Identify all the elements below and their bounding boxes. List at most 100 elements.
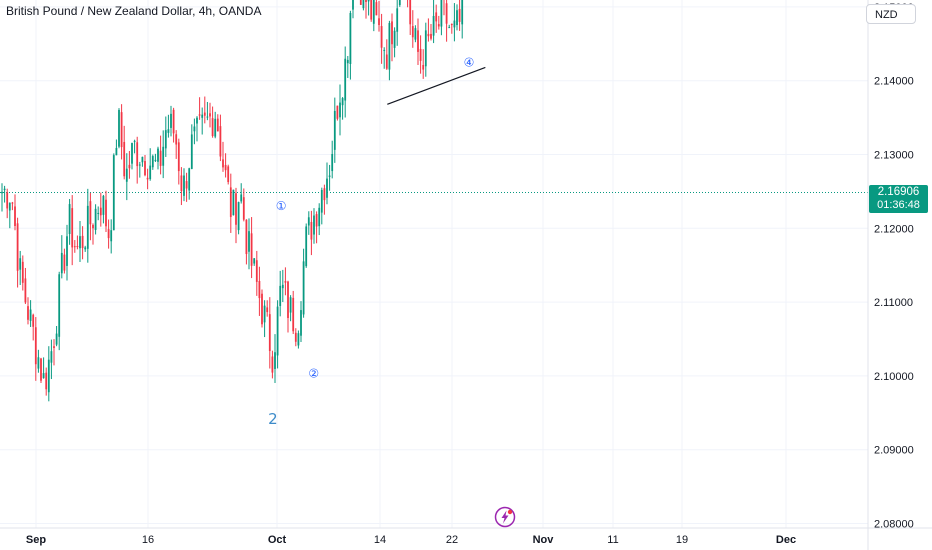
drawings[interactable]: [387, 0, 771, 105]
candle-body: [315, 214, 318, 227]
candle-body: [97, 212, 100, 214]
currency-button[interactable]: NZD: [866, 4, 916, 24]
candle-body: [151, 156, 154, 168]
price-tick-label: 2.08000: [874, 519, 914, 531]
candle-body: [42, 373, 45, 379]
candle-body: [63, 254, 66, 271]
candle-body: [164, 130, 167, 149]
price-tick-label: 2.12000: [874, 223, 914, 235]
candle-body: [258, 280, 261, 299]
candle-body: [84, 247, 87, 250]
candle-body: [300, 310, 302, 336]
candle-body: [138, 164, 141, 166]
price-tick-label: 2.14000: [874, 76, 914, 88]
candle-body: [333, 110, 336, 150]
candle-body: [274, 352, 276, 369]
candle-body: [323, 188, 326, 201]
candle-body: [47, 359, 50, 393]
candle-body: [383, 49, 386, 51]
time-tick-label: Dec: [776, 534, 796, 546]
candle-body: [6, 192, 9, 209]
candle-body: [14, 206, 16, 226]
candle-body: [385, 54, 388, 69]
candle-body: [107, 229, 110, 239]
candle-body: [40, 358, 42, 381]
candle-body: [185, 181, 188, 189]
candle-body: [367, 0, 370, 2]
candle-body: [294, 332, 297, 342]
candle-body: [180, 175, 183, 192]
candle-body: [154, 159, 157, 161]
subwave-label: ④: [464, 56, 475, 70]
price-axis[interactable]: 2.08000 2.09000 2.10000 2.11000 2.12000 2.130…: [867, 0, 914, 550]
candle-body: [411, 26, 414, 38]
candle-body: [94, 208, 97, 230]
candle-body: [177, 142, 180, 172]
candle-body: [287, 281, 289, 319]
candles: [1, 0, 464, 402]
candle-body: [378, 18, 380, 25]
candle-body: [318, 207, 321, 227]
price-tick-label: 2.13000: [874, 150, 914, 162]
candle-body: [102, 195, 105, 215]
candle-body: [34, 327, 37, 365]
time-axis[interactable]: Sep 16 Oct 14 22 Nov 11 19 Dec: [0, 527, 932, 546]
candle-body: [344, 58, 347, 101]
candle-body: [271, 356, 274, 373]
candle-body: [448, 27, 451, 29]
candle-body: [196, 117, 198, 124]
candle-body: [445, 3, 448, 24]
candle-body: [268, 314, 271, 351]
candle-body: [284, 281, 287, 283]
candle-body: [29, 309, 32, 321]
price-tick-label: 2.09000: [874, 445, 914, 457]
time-tick-label: 22: [446, 534, 458, 546]
candle-body: [240, 194, 243, 202]
candle-body: [336, 105, 339, 119]
candle-body: [341, 98, 344, 106]
candle-body: [112, 155, 115, 231]
candle-body: [144, 161, 146, 176]
candle-body: [292, 297, 295, 332]
candle-body: [417, 30, 419, 52]
candle-body: [352, 0, 354, 10]
lightning-logo-icon[interactable]: [494, 506, 516, 528]
candle-body: [115, 147, 118, 156]
candle-body: [123, 141, 126, 177]
candle-body: [297, 333, 300, 346]
candle-body: [237, 202, 240, 231]
candle-body: [16, 223, 19, 271]
price-tick-label: 2.11000: [874, 297, 913, 309]
candle-body: [118, 109, 120, 147]
candle-body: [219, 126, 222, 157]
candle-body: [437, 24, 440, 27]
grid-lines: [0, 0, 868, 528]
candle-body: [313, 215, 315, 235]
candle-body: [1, 191, 3, 194]
candle-body: [276, 306, 279, 356]
candle-body: [209, 113, 211, 117]
candle-body: [232, 189, 235, 216]
price-tick-label: 2.10000: [874, 371, 914, 383]
candle-body: [170, 113, 172, 128]
candle-body: [149, 165, 152, 180]
candle-body: [339, 102, 341, 118]
candle-body: [419, 48, 422, 61]
candle-body: [175, 134, 178, 145]
candle-body: [430, 33, 432, 39]
candle-body: [214, 118, 217, 137]
candle-body: [183, 175, 185, 196]
candle-body: [193, 126, 196, 132]
candle-body: [146, 177, 149, 180]
candle-body: [346, 59, 349, 64]
wave-labels: 12345①②③④⑤: [268, 56, 475, 428]
candle-body: [68, 204, 71, 234]
candle-body: [79, 236, 81, 249]
candle-body: [349, 13, 352, 64]
candle-body: [245, 219, 248, 255]
candle-body: [248, 231, 250, 252]
candle-body: [45, 372, 48, 390]
candle-body: [71, 208, 74, 248]
candle-body: [92, 224, 94, 229]
